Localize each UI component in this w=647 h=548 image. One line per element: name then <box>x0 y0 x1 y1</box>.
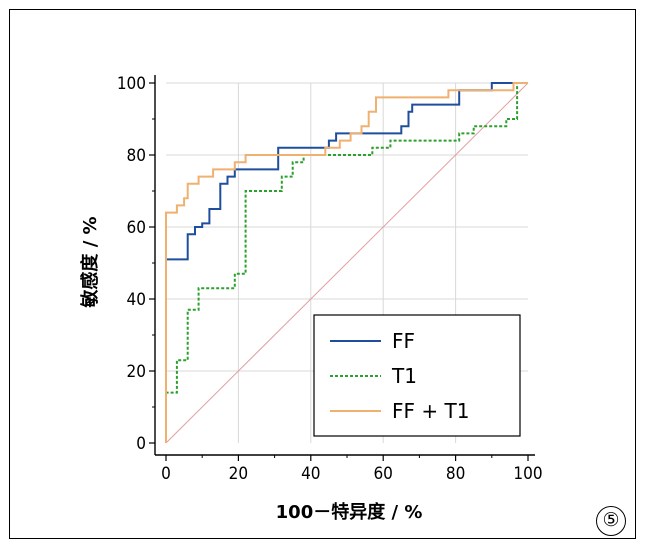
legend-box <box>313 314 521 437</box>
legend-label: FF + T1 <box>392 399 469 423</box>
panel-label: ⑤ <box>596 506 626 536</box>
x-tick-label: 60 <box>373 464 392 484</box>
legend-label: FF <box>392 329 415 353</box>
x-tick-label: 100 <box>513 464 542 484</box>
y-axis-label: 敏感度 / % <box>79 216 101 308</box>
legend: FF T1 FF + T1 <box>313 314 521 437</box>
series-line-ff <box>165 82 528 443</box>
x-axis-label: 100－特异度 / % <box>276 501 423 523</box>
series-line-t1 <box>165 82 528 443</box>
x-tick-label: 0 <box>161 464 171 484</box>
y-tick-label: 40 <box>127 290 146 310</box>
axes: 0 20 40 60 80 100 0 20 40 60 80 100 <box>117 74 543 484</box>
x-tick-label: 80 <box>446 464 465 484</box>
y-tick-label: 100 <box>117 74 146 94</box>
figure-frame <box>9 9 636 539</box>
y-tick-label: 60 <box>127 218 146 238</box>
x-tick-label: 20 <box>229 464 248 484</box>
y-tick-label: 20 <box>127 362 146 382</box>
y-tick-label: 0 <box>136 434 146 454</box>
series-layer <box>165 82 529 444</box>
series-line-reference <box>165 82 529 444</box>
series-line-ff-t1 <box>165 82 528 443</box>
legend-label: T1 <box>391 364 417 388</box>
y-tick-label: 80 <box>127 146 146 166</box>
x-tick-label: 40 <box>301 464 320 484</box>
